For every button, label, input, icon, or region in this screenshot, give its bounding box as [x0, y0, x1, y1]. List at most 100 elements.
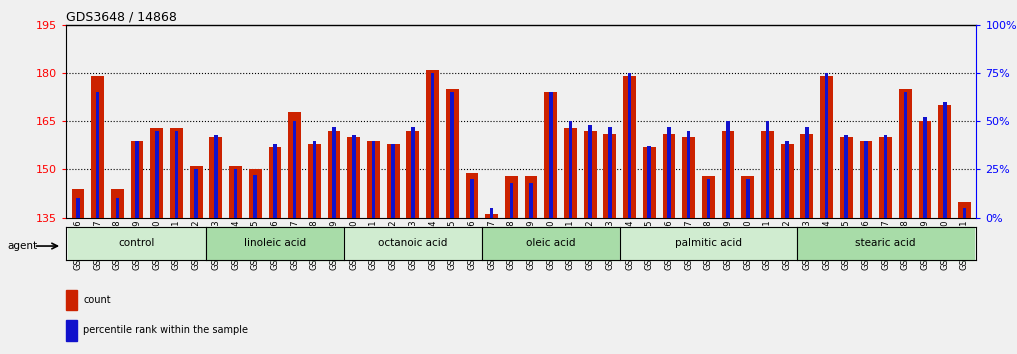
- Bar: [274, 144, 277, 218]
- Bar: [194, 170, 198, 218]
- Text: stearic acid: stearic acid: [855, 238, 916, 249]
- Bar: [411, 127, 415, 218]
- Bar: [111, 189, 124, 218]
- Bar: [352, 135, 356, 218]
- Bar: [864, 141, 868, 218]
- Bar: [648, 146, 651, 218]
- Bar: [445, 89, 459, 218]
- Bar: [686, 131, 691, 218]
- Bar: [135, 141, 139, 218]
- Bar: [92, 76, 104, 218]
- Bar: [367, 141, 380, 218]
- Bar: [308, 144, 320, 218]
- Bar: [66, 320, 77, 341]
- Bar: [797, 227, 974, 260]
- Bar: [884, 135, 888, 218]
- Bar: [825, 73, 829, 218]
- Bar: [333, 127, 336, 218]
- Text: linoleic acid: linoleic acid: [244, 238, 306, 249]
- Bar: [702, 176, 715, 218]
- Text: GDS3648 / 14868: GDS3648 / 14868: [66, 11, 177, 24]
- Text: palmitic acid: palmitic acid: [675, 238, 741, 249]
- Bar: [190, 166, 202, 218]
- Bar: [746, 179, 750, 218]
- Bar: [569, 121, 573, 218]
- Bar: [682, 137, 695, 218]
- Bar: [667, 127, 671, 218]
- Bar: [470, 179, 474, 218]
- Bar: [96, 92, 100, 218]
- Bar: [859, 141, 873, 218]
- Bar: [781, 144, 793, 218]
- Bar: [466, 173, 478, 218]
- Bar: [407, 131, 419, 218]
- Bar: [766, 121, 769, 218]
- Bar: [549, 92, 552, 218]
- Bar: [623, 76, 636, 218]
- Text: percentile rank within the sample: percentile rank within the sample: [83, 325, 248, 335]
- Bar: [229, 166, 242, 218]
- Bar: [805, 127, 809, 218]
- Bar: [155, 131, 159, 218]
- Text: control: control: [119, 238, 156, 249]
- Bar: [66, 290, 77, 310]
- Bar: [544, 92, 557, 218]
- Bar: [151, 128, 163, 218]
- Bar: [589, 125, 592, 218]
- Bar: [76, 199, 79, 218]
- Bar: [707, 179, 710, 218]
- Bar: [348, 137, 360, 218]
- Bar: [761, 131, 774, 218]
- Bar: [939, 105, 951, 218]
- Bar: [170, 128, 183, 218]
- Bar: [510, 183, 514, 218]
- Bar: [529, 183, 533, 218]
- Bar: [482, 227, 619, 260]
- Bar: [943, 102, 947, 218]
- Bar: [451, 92, 454, 218]
- Bar: [619, 227, 797, 260]
- Bar: [963, 208, 966, 218]
- Bar: [840, 137, 852, 218]
- Bar: [643, 147, 656, 218]
- Bar: [68, 227, 206, 260]
- Bar: [505, 176, 518, 218]
- Bar: [525, 176, 537, 218]
- Bar: [918, 121, 932, 218]
- Bar: [608, 127, 611, 218]
- Bar: [923, 118, 926, 218]
- Bar: [426, 70, 439, 218]
- Bar: [722, 131, 734, 218]
- Bar: [130, 141, 143, 218]
- Bar: [371, 141, 375, 218]
- Bar: [844, 135, 848, 218]
- Bar: [214, 135, 218, 218]
- Text: octanoic acid: octanoic acid: [378, 238, 447, 249]
- Bar: [293, 121, 296, 218]
- Bar: [662, 134, 675, 218]
- Bar: [726, 121, 730, 218]
- Bar: [327, 131, 341, 218]
- Bar: [268, 147, 282, 218]
- Bar: [175, 131, 178, 218]
- Bar: [820, 76, 833, 218]
- Bar: [234, 170, 237, 218]
- Bar: [564, 128, 577, 218]
- Bar: [903, 92, 907, 218]
- Bar: [71, 189, 84, 218]
- Text: count: count: [83, 295, 111, 305]
- Bar: [490, 208, 493, 218]
- Bar: [206, 227, 344, 260]
- Bar: [958, 202, 971, 218]
- Bar: [603, 134, 616, 218]
- Bar: [344, 227, 482, 260]
- Bar: [800, 134, 814, 218]
- Bar: [785, 141, 789, 218]
- Bar: [288, 112, 301, 218]
- Bar: [392, 144, 395, 218]
- Bar: [116, 199, 119, 218]
- Bar: [249, 170, 261, 218]
- Bar: [584, 131, 597, 218]
- Bar: [312, 141, 316, 218]
- Bar: [485, 215, 498, 218]
